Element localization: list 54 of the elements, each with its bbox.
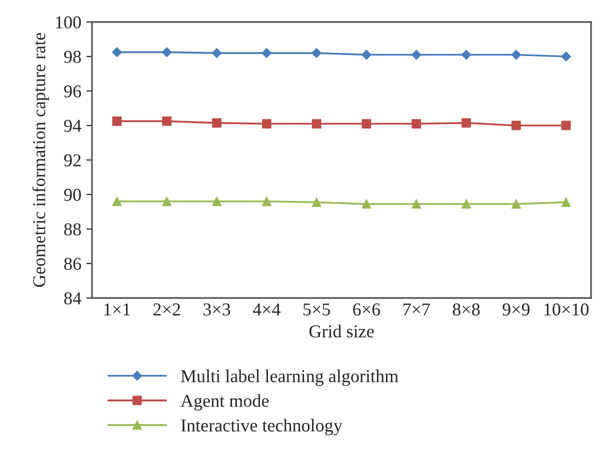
x-tick-label: 8×8 bbox=[452, 303, 480, 316]
point bbox=[511, 50, 522, 60]
x-tick-label: 4×4 bbox=[252, 304, 280, 316]
legend-label: Agent mode bbox=[180, 394, 269, 411]
x-tick-label: 5×5 bbox=[303, 304, 330, 316]
y-tick-label: 86 bbox=[64, 258, 82, 270]
point bbox=[411, 50, 422, 60]
point bbox=[212, 118, 222, 128]
point bbox=[112, 196, 122, 206]
point bbox=[112, 116, 122, 126]
y-tick-label: 100 bbox=[56, 16, 81, 28]
point bbox=[362, 50, 372, 60]
point bbox=[162, 47, 172, 58]
y-tick-label: 88 bbox=[64, 223, 81, 236]
legend-label: Interactive technology bbox=[181, 418, 342, 436]
point bbox=[112, 47, 122, 58]
point bbox=[412, 199, 422, 209]
point bbox=[561, 198, 571, 207]
y-tick-label: 92 bbox=[64, 154, 81, 166]
x-tick-label: 9×9 bbox=[502, 303, 530, 316]
point bbox=[561, 120, 571, 130]
point bbox=[262, 48, 272, 58]
point bbox=[462, 199, 471, 209]
point bbox=[212, 48, 222, 58]
point bbox=[312, 119, 322, 128]
x-tick-label: 10×10 bbox=[544, 303, 589, 316]
y-tick-label: 98 bbox=[64, 50, 81, 63]
point bbox=[162, 196, 172, 206]
point bbox=[362, 199, 372, 209]
point bbox=[511, 199, 521, 209]
x-tick-label: 7×7 bbox=[403, 304, 430, 316]
y-tick-label: 90 bbox=[64, 188, 81, 201]
point bbox=[412, 119, 422, 128]
point bbox=[561, 52, 571, 62]
y-axis-title: Geometric information capture rate bbox=[32, 33, 49, 287]
x-tick-label: 6×6 bbox=[353, 303, 380, 316]
point bbox=[462, 118, 471, 128]
y-tick-label: 94 bbox=[64, 120, 82, 132]
point bbox=[262, 196, 272, 206]
point bbox=[312, 48, 322, 58]
x-tick-label: 1×1 bbox=[104, 303, 130, 316]
point bbox=[511, 120, 521, 130]
x-tick-label: 3×3 bbox=[203, 303, 230, 316]
point bbox=[212, 196, 222, 206]
point bbox=[362, 119, 372, 128]
y-tick-label: 84 bbox=[64, 292, 82, 304]
point bbox=[312, 198, 322, 207]
y-tick-label: 96 bbox=[64, 85, 82, 98]
point bbox=[162, 116, 172, 126]
point bbox=[461, 50, 472, 60]
x-axis-title: Grid size bbox=[309, 324, 374, 338]
x-tick-label: 2×2 bbox=[154, 303, 180, 316]
point bbox=[262, 119, 272, 128]
legend-label: Multi label learning algorithm bbox=[180, 370, 398, 386]
